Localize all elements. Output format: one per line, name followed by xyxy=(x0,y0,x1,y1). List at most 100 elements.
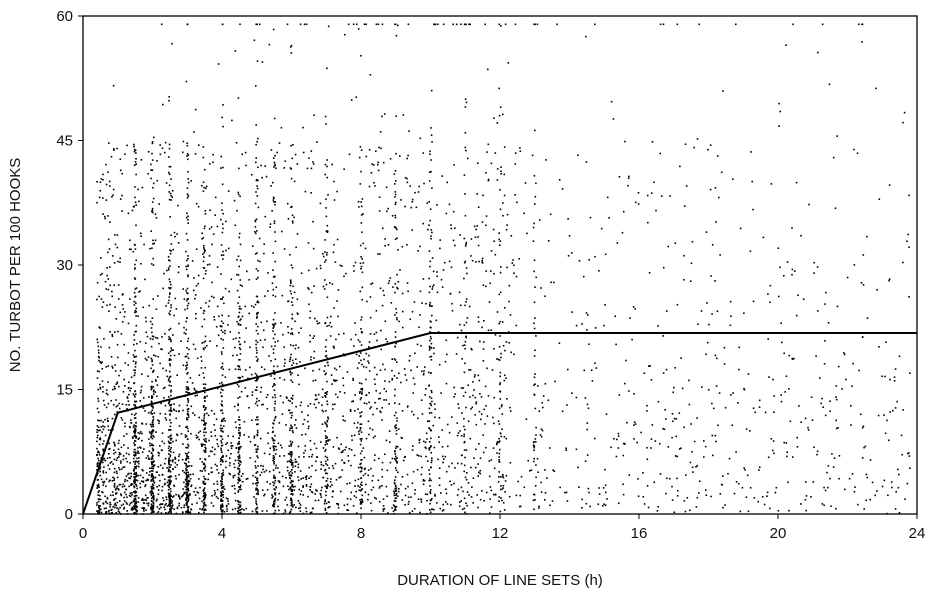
scatter-point xyxy=(122,483,124,486)
scatter-point xyxy=(321,404,323,406)
scatter-point xyxy=(454,227,456,229)
scatter-point xyxy=(238,332,240,334)
scatter-point xyxy=(187,506,190,508)
scatter-point xyxy=(246,270,248,273)
scatter-point xyxy=(133,505,136,508)
scatter-point xyxy=(325,480,328,482)
scatter-point xyxy=(216,443,219,445)
scatter-point xyxy=(467,482,470,484)
scatter-point xyxy=(313,114,315,116)
scatter-point xyxy=(203,468,205,470)
scatter-point xyxy=(160,402,162,405)
scatter-point xyxy=(112,194,114,196)
scatter-point xyxy=(394,394,396,397)
scatter-point xyxy=(431,314,433,317)
scatter-point xyxy=(134,268,136,270)
scatter-point xyxy=(126,503,128,505)
scatter-point xyxy=(167,267,170,269)
scatter-point xyxy=(824,340,826,342)
scatter-point xyxy=(126,144,128,147)
scatter-point xyxy=(466,317,469,319)
scatter-point xyxy=(428,385,430,387)
scatter-point xyxy=(454,244,456,247)
scatter-point xyxy=(773,411,775,413)
scatter-point xyxy=(908,246,910,248)
scatter-point xyxy=(422,152,425,154)
scatter-point xyxy=(394,476,397,478)
scatter-point xyxy=(237,403,239,405)
scatter-point xyxy=(134,492,137,494)
scatter-point xyxy=(221,409,223,412)
scatter-point xyxy=(120,468,123,470)
scatter-point xyxy=(96,504,98,506)
scatter-point xyxy=(238,429,240,432)
scatter-point xyxy=(186,193,189,196)
scatter-point xyxy=(142,469,144,472)
scatter-point xyxy=(142,407,145,409)
scatter-point xyxy=(113,467,116,470)
scatter-point xyxy=(292,344,295,347)
scatter-point xyxy=(325,494,327,497)
scatter-point xyxy=(198,374,201,376)
scatter-point xyxy=(116,457,119,459)
scatter-point xyxy=(99,498,102,501)
scatter-point xyxy=(274,394,276,396)
scatter-point xyxy=(203,348,205,351)
scatter-point xyxy=(166,481,169,484)
scatter-point xyxy=(479,498,482,501)
scatter-point xyxy=(714,354,717,357)
scatter-point xyxy=(214,196,217,199)
scatter-point xyxy=(410,496,412,498)
scatter-point xyxy=(187,445,190,447)
scatter-point xyxy=(493,396,495,399)
scatter-point xyxy=(429,208,432,210)
scatter-point xyxy=(113,284,115,287)
scatter-point xyxy=(219,427,222,430)
scatter-point xyxy=(118,407,121,410)
scatter-point xyxy=(171,460,174,463)
scatter-point xyxy=(622,454,624,457)
scatter-point xyxy=(498,461,501,463)
scatter-point xyxy=(394,170,397,172)
scatter-point xyxy=(459,430,461,432)
scatter-point xyxy=(144,484,147,486)
scatter-point xyxy=(705,489,707,491)
scatter-point xyxy=(325,512,328,514)
scatter-point xyxy=(152,480,155,483)
scatter-point xyxy=(97,500,100,503)
scatter-point xyxy=(186,495,188,497)
scatter-point xyxy=(186,367,188,369)
scatter-point xyxy=(474,396,477,399)
scatter-point xyxy=(134,356,136,358)
scatter-point xyxy=(256,386,258,388)
scatter-point xyxy=(119,169,122,172)
scatter-point xyxy=(884,432,887,435)
scatter-point xyxy=(375,150,377,152)
scatter-point xyxy=(187,337,190,340)
scatter-point xyxy=(465,335,467,338)
scatter-point xyxy=(202,260,205,263)
scatter-point xyxy=(361,501,364,503)
scatter-point xyxy=(310,475,312,478)
scatter-point xyxy=(255,268,258,270)
scatter-point xyxy=(239,396,241,398)
scatter-point xyxy=(556,23,558,26)
scatter-point xyxy=(378,146,380,149)
scatter-point xyxy=(209,209,211,211)
scatter-point xyxy=(203,498,206,500)
scatter-point xyxy=(426,513,428,515)
scatter-point xyxy=(171,500,173,502)
scatter-point xyxy=(231,508,234,511)
scatter-point xyxy=(371,479,374,482)
scatter-point xyxy=(575,396,578,399)
scatter-point xyxy=(99,190,102,192)
scatter-point xyxy=(304,367,306,370)
scatter-point xyxy=(534,438,537,440)
scatter-point xyxy=(150,357,153,360)
scatter-point xyxy=(493,467,496,470)
scatter-point xyxy=(190,484,193,487)
scatter-point xyxy=(853,264,856,266)
scatter-point xyxy=(677,490,679,492)
scatter-point xyxy=(135,483,137,486)
scatter-point xyxy=(102,470,105,472)
